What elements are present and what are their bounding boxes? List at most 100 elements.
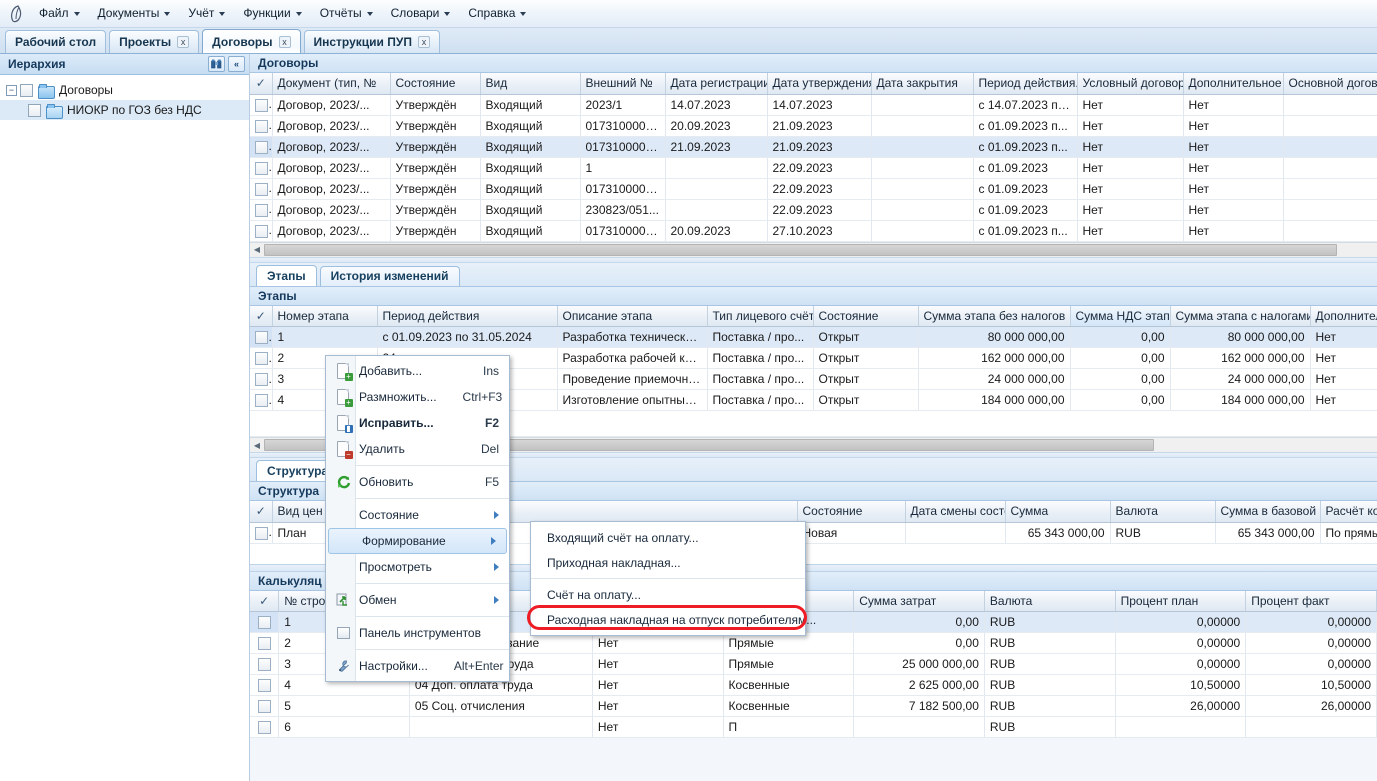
table-row[interactable]: 6 Нет П RUB xyxy=(250,716,1377,738)
column-header[interactable]: Процент факт xyxy=(1245,590,1377,612)
expand-collapse-icon[interactable]: − xyxy=(6,84,17,96)
table-row[interactable]: Договор, 2023/... Утверждён Входящий 017310… xyxy=(250,178,1377,200)
column-header[interactable]: Период действия xyxy=(377,305,558,327)
row-checkbox[interactable] xyxy=(250,716,280,738)
row-checkbox[interactable] xyxy=(250,115,273,137)
column-header[interactable]: Тип лицевого счёт xyxy=(707,305,814,327)
context-menu-item-2[interactable]: ▮ Исправить... F2 xyxy=(326,410,509,436)
context-menu-item-5[interactable]: Обновить F5 xyxy=(326,469,509,495)
tab-история-изменений[interactable]: История изменений xyxy=(319,265,460,286)
checkbox-icon[interactable] xyxy=(255,203,268,217)
column-header[interactable]: Дата регистрации. xyxy=(665,73,768,95)
context-menu-item-8[interactable]: Формирование xyxy=(328,528,507,554)
column-header[interactable]: Внешний № xyxy=(580,73,666,95)
checkbox-icon[interactable] xyxy=(257,679,271,693)
context-menu-item-3[interactable]: − Удалить Del xyxy=(326,436,509,462)
table-row[interactable]: 325Проведение приемочных...Поставка / пр… xyxy=(250,368,1377,390)
row-checkbox[interactable] xyxy=(250,157,273,179)
column-header[interactable]: Описание этапа xyxy=(557,305,708,327)
column-header[interactable]: Сумма этапа с налогами xyxy=(1170,305,1311,327)
tab-2[interactable]: Договоры x xyxy=(202,29,301,53)
menu-item-3[interactable]: Функции xyxy=(234,2,310,25)
column-header[interactable]: Вид xyxy=(480,73,581,95)
row-checkbox[interactable] xyxy=(250,326,273,348)
column-header[interactable]: Документ (тип, № xyxy=(272,73,391,95)
tab-3[interactable]: Инструкции ПУП x xyxy=(303,30,440,53)
table-row[interactable]: Договор, 2023/... Утверждён Входящий 017310… xyxy=(250,115,1377,137)
close-icon[interactable]: x xyxy=(177,36,190,48)
checkbox-icon[interactable] xyxy=(257,658,271,672)
tab-этапы[interactable]: Этапы xyxy=(256,264,317,286)
checkbox-icon[interactable] xyxy=(255,98,268,112)
table-row[interactable]: Договор, 2023/... Утверждён Входящий 017310… xyxy=(250,136,1377,158)
splitter-stages-structure[interactable] xyxy=(250,452,1377,458)
tab-1[interactable]: Проекты x xyxy=(109,30,200,53)
column-header[interactable]: Валюта xyxy=(1110,501,1216,523)
column-header[interactable]: Дата закрытия xyxy=(871,73,974,95)
column-header[interactable]: Период действия.. xyxy=(973,73,1078,95)
select-all-checkbox-header[interactable]: ✓ xyxy=(250,501,273,523)
checkbox-icon[interactable] xyxy=(255,119,268,133)
tree-node-niokr[interactable]: НИОКР по ГОЗ без НДС xyxy=(0,100,249,120)
submenu-item-3[interactable]: Счёт на оплату... xyxy=(531,582,805,607)
row-checkbox[interactable] xyxy=(250,674,280,696)
row-checkbox[interactable] xyxy=(250,199,273,221)
column-header[interactable]: Процент план xyxy=(1115,590,1247,612)
menu-item-6[interactable]: Справка xyxy=(459,2,535,25)
column-header[interactable]: Сумма затрат xyxy=(853,590,985,612)
table-row[interactable]: 5 05 Соц. отчисления Нет Косвенные 7 182 500… xyxy=(250,695,1377,717)
checkbox-icon[interactable] xyxy=(255,161,268,175)
close-icon[interactable]: x xyxy=(417,36,430,48)
column-header[interactable]: Дополнительное с xyxy=(1183,73,1284,95)
row-checkbox[interactable] xyxy=(250,220,273,242)
checkbox-icon[interactable] xyxy=(255,526,268,540)
context-menu-item-15[interactable]: Настройки... Alt+Enter xyxy=(326,653,509,679)
table-row[interactable]: Договор, 2023/... Утверждён Входящий 230823… xyxy=(250,199,1377,221)
column-header[interactable]: Дата утверждения xyxy=(767,73,872,95)
row-checkbox[interactable] xyxy=(250,136,273,158)
checkbox-icon[interactable] xyxy=(255,140,268,154)
row-checkbox[interactable] xyxy=(250,389,273,411)
menu-item-4[interactable]: Отчёты xyxy=(311,2,382,25)
close-icon[interactable]: x xyxy=(278,35,291,48)
scroll-thumb[interactable] xyxy=(264,243,1337,256)
column-header[interactable]: Сумма в базовой в xyxy=(1215,501,1321,523)
splitter-structure-calc[interactable] xyxy=(250,563,1377,572)
checkbox-icon[interactable] xyxy=(255,352,268,366)
checkbox-icon[interactable] xyxy=(255,224,268,238)
table-row[interactable]: Договор, 2023/... Утверждён Входящий 2023/1… xyxy=(250,94,1377,116)
checkbox-icon[interactable] xyxy=(255,373,268,387)
select-all-checkbox-header[interactable]: ✓ xyxy=(250,590,280,612)
row-checkbox[interactable] xyxy=(250,522,273,544)
row-checkbox[interactable] xyxy=(250,632,280,654)
column-header[interactable]: Состояние xyxy=(797,501,906,523)
menu-item-2[interactable]: Учёт xyxy=(179,2,234,25)
checkbox-icon[interactable] xyxy=(255,394,268,408)
checkbox-icon[interactable] xyxy=(257,700,271,714)
tab-0[interactable]: Рабочий стол xyxy=(5,30,107,53)
row-checkbox[interactable] xyxy=(250,178,273,200)
scroll-left-arrow[interactable]: ◀ xyxy=(253,440,261,450)
select-all-checkbox-header[interactable]: ✓ xyxy=(250,305,273,327)
menu-item-5[interactable]: Словари xyxy=(382,2,460,25)
formirovanie-submenu[interactable]: Входящий счёт на оплату... Приходная накл… xyxy=(530,521,816,636)
contracts-grid[interactable]: ✓ Документ (тип, № Состояние Вид Внешний № Да… xyxy=(250,73,1377,242)
context-menu-item-13[interactable]: Панель инструментов xyxy=(326,620,509,646)
row-checkbox[interactable] xyxy=(250,347,273,369)
binoculars-icon[interactable] xyxy=(208,56,225,72)
column-header[interactable]: Сумма xyxy=(1005,501,1111,523)
contracts-hscrollbar[interactable]: ◀ xyxy=(250,241,1377,257)
select-all-checkbox-header[interactable]: ✓ xyxy=(250,73,273,95)
column-header[interactable]: Состояние xyxy=(813,305,919,327)
column-header[interactable]: Сумма этапа без налогов xyxy=(918,305,1071,327)
row-checkbox[interactable] xyxy=(250,611,280,633)
tab-структура[interactable]: Структура xyxy=(256,460,340,481)
column-header[interactable]: Сумма НДС этапа xyxy=(1070,305,1171,327)
context-menu-item-11[interactable]: Обмен xyxy=(326,587,509,613)
checkbox-icon[interactable] xyxy=(257,637,271,651)
tree-node-checkbox[interactable] xyxy=(28,103,41,117)
context-menu[interactable]: + Добавить... Ins + Размножить... Ctrl+F3 ▮ Исп… xyxy=(325,355,510,682)
context-menu-item-1[interactable]: + Размножить... Ctrl+F3 xyxy=(326,384,509,410)
column-header[interactable]: Дополнительное с xyxy=(1310,305,1377,327)
